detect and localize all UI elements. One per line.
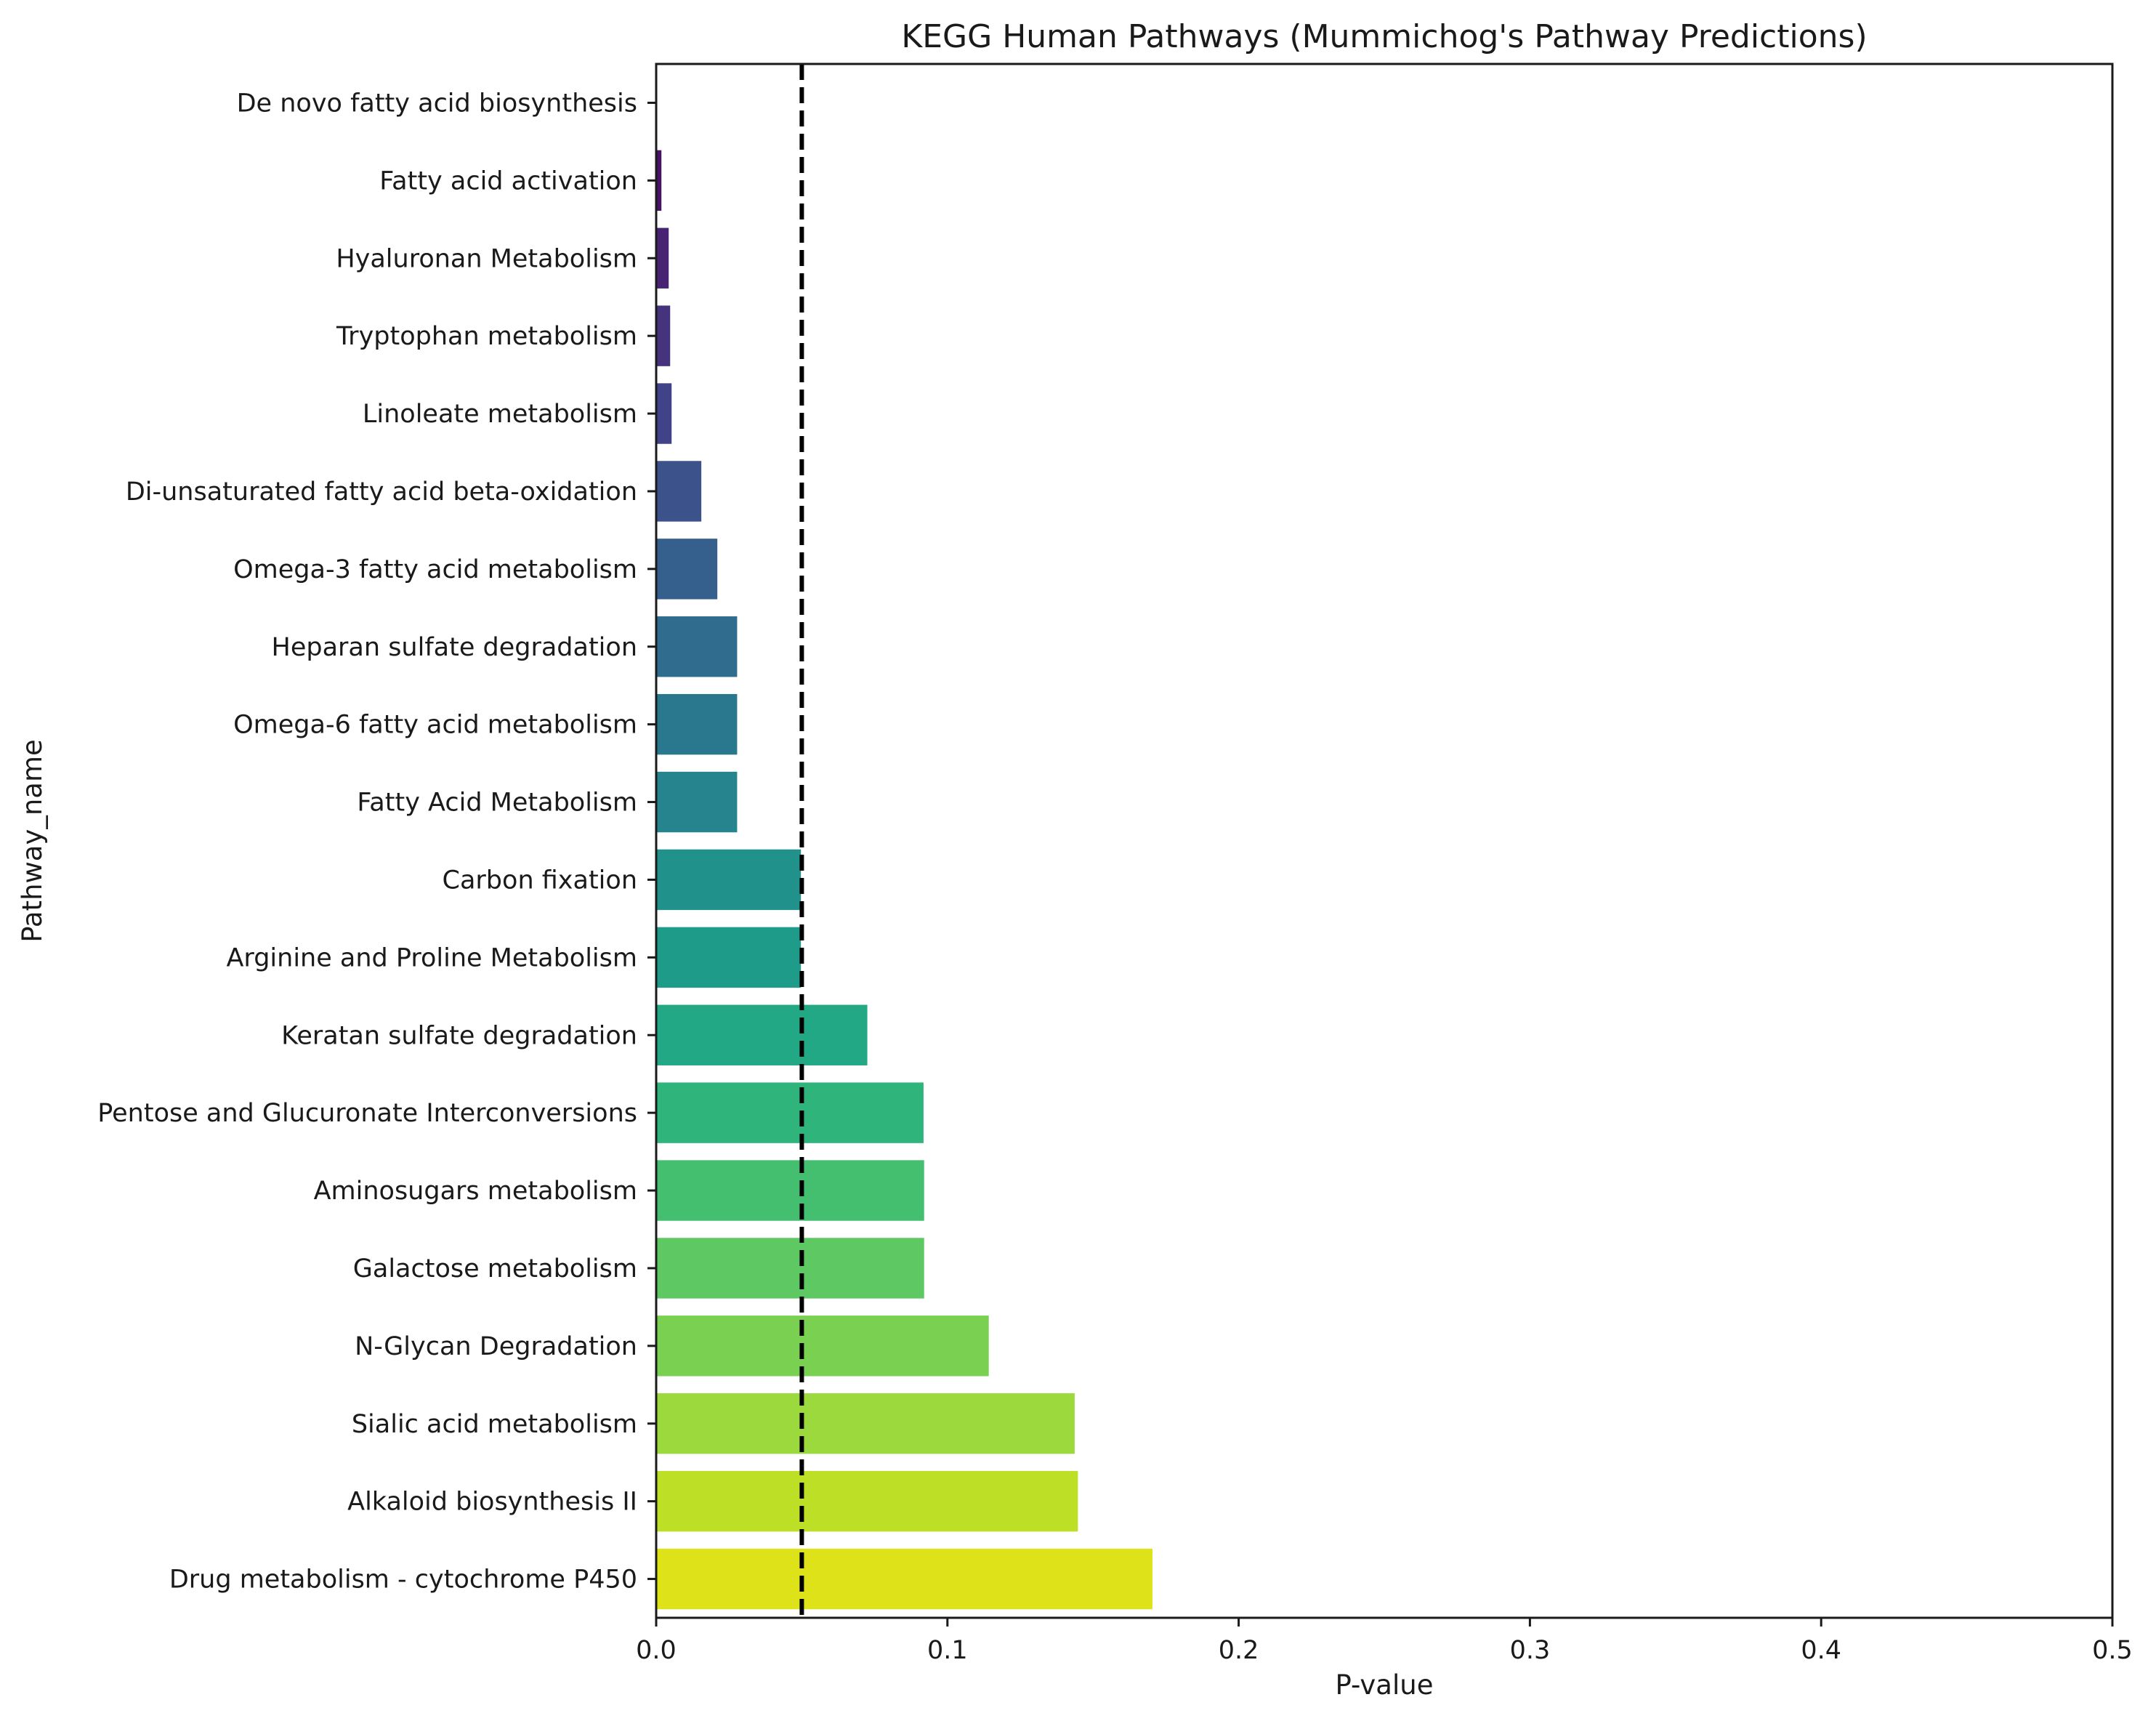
y-tick-label: Arginine and Proline Metabolism	[226, 943, 637, 972]
x-axis: 0.0 0.1 0.2 0.3 0.4 0.5	[636, 1618, 2133, 1665]
bar	[656, 383, 672, 444]
chart-title: KEGG Human Pathways (Mummichog's Pathway…	[901, 18, 1867, 55]
y-axis: De novo fatty acid biosynthesis Fatty aci…	[97, 89, 656, 1595]
bar	[656, 150, 662, 211]
y-tick-label: Keratan sulfate degradation	[281, 1021, 637, 1050]
y-tick-label: Linoleate metabolism	[363, 400, 637, 429]
x-tick-label: 0.2	[1219, 1636, 1259, 1665]
bar	[656, 539, 718, 600]
bar	[656, 849, 802, 911]
y-tick-label: Sialic acid metabolism	[352, 1410, 637, 1439]
bar	[656, 461, 702, 522]
x-tick-label: 0.4	[1801, 1636, 1841, 1665]
y-tick-label: Fatty acid activation	[379, 166, 637, 196]
bar	[656, 305, 671, 366]
y-tick-label: N-Glycan Degradation	[355, 1332, 637, 1361]
plot-frame	[655, 63, 2114, 1619]
bar	[656, 227, 669, 289]
y-tick-label: Hyaluronan Metabolism	[336, 244, 637, 273]
bar	[656, 1315, 989, 1377]
y-tick-label: Alkaloid biosynthesis II	[347, 1488, 637, 1517]
bar	[656, 1548, 1152, 1610]
bar	[656, 616, 738, 677]
bars-group	[656, 72, 1152, 1610]
y-tick-label: Di-unsaturated fatty acid beta-oxidation	[126, 477, 637, 507]
bar	[656, 1082, 924, 1143]
y-tick-label: Drug metabolism - cytochrome P450	[169, 1565, 637, 1595]
bar	[656, 1238, 924, 1299]
bar	[656, 1160, 924, 1221]
y-tick-label: Aminosugars metabolism	[314, 1177, 637, 1206]
x-tick-label: 0.0	[636, 1636, 677, 1665]
y-tick-label: Tryptophan metabolism	[336, 322, 637, 351]
y-tick-label: De novo fatty acid biosynthesis	[237, 89, 637, 118]
x-tick-label: 0.5	[2092, 1636, 2133, 1665]
y-tick-label: Omega-6 fatty acid metabolism	[233, 711, 637, 740]
bar	[656, 927, 802, 988]
bar	[656, 1393, 1075, 1454]
y-tick-label: Omega-3 fatty acid metabolism	[233, 555, 637, 584]
bar	[656, 1470, 1078, 1532]
y-tick-label: Carbon fixation	[443, 866, 637, 895]
bar	[656, 1004, 868, 1065]
x-tick-label: 0.3	[1510, 1636, 1551, 1665]
y-tick-label: Pentose and Glucuronate Interconversions	[97, 1099, 637, 1128]
x-axis-label: P-value	[1336, 1669, 1434, 1701]
x-tick-label: 0.1	[927, 1636, 968, 1665]
y-tick-label: Galactose metabolism	[353, 1254, 637, 1283]
y-axis-label: Pathway_name	[17, 739, 48, 943]
bar	[656, 771, 738, 833]
y-tick-label: Heparan sulfate degradation	[272, 633, 637, 662]
bar	[656, 693, 738, 755]
y-tick-label: Fatty Acid Metabolism	[357, 789, 637, 818]
